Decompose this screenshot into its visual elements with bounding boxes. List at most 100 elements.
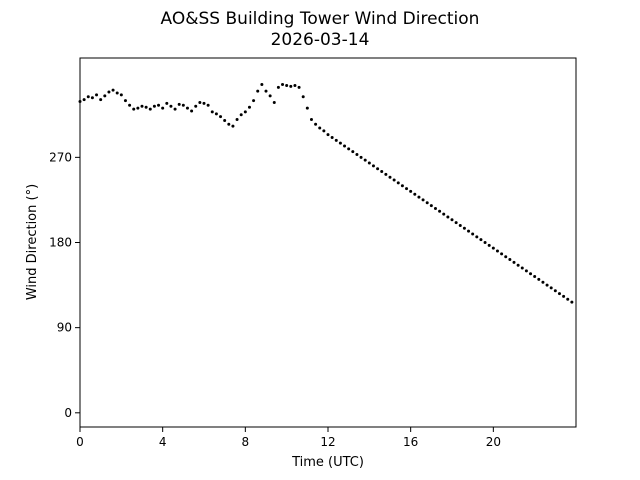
data-point — [355, 153, 359, 157]
x-tick-label: 20 — [486, 435, 501, 449]
data-point — [243, 110, 247, 114]
data-point — [128, 103, 132, 107]
data-point — [239, 113, 243, 117]
data-point — [297, 85, 301, 89]
data-point — [82, 98, 86, 102]
data-point — [231, 124, 235, 128]
x-tick-label: 12 — [320, 435, 335, 449]
data-point — [562, 294, 566, 298]
data-point — [421, 198, 425, 202]
data-point — [99, 98, 103, 102]
y-tick-label: 90 — [57, 321, 72, 335]
data-point — [119, 93, 123, 97]
data-point — [165, 101, 169, 105]
data-point — [161, 106, 165, 110]
data-point — [508, 258, 512, 262]
data-point — [314, 122, 318, 126]
data-point — [247, 105, 251, 109]
data-point — [157, 103, 161, 107]
data-point — [549, 286, 553, 290]
data-point — [529, 272, 533, 276]
data-point — [268, 94, 272, 98]
data-point — [363, 158, 367, 162]
data-point — [235, 118, 239, 121]
data-point — [152, 104, 156, 108]
data-point — [405, 187, 409, 191]
data-point — [281, 82, 285, 86]
data-point — [169, 104, 173, 108]
data-point — [322, 129, 326, 133]
y-tick-label: 270 — [49, 150, 72, 164]
data-point — [425, 201, 429, 205]
data-point — [107, 90, 111, 94]
data-point — [173, 107, 177, 111]
data-point — [570, 300, 574, 304]
y-tick-label: 0 — [64, 406, 72, 420]
data-point — [115, 91, 119, 95]
data-point — [557, 292, 561, 296]
data-point — [190, 109, 194, 113]
data-point — [458, 223, 462, 227]
data-point — [289, 84, 293, 88]
data-point — [504, 255, 508, 259]
data-point — [367, 161, 371, 165]
data-point — [227, 122, 231, 126]
data-point — [132, 107, 136, 111]
x-axis-label: Time (UTC) — [291, 455, 364, 470]
data-points — [78, 82, 574, 304]
data-point — [272, 100, 276, 104]
data-point — [516, 263, 520, 267]
data-point — [111, 88, 115, 92]
data-point — [467, 229, 471, 233]
data-point — [202, 101, 206, 105]
x-tick-label: 0 — [76, 435, 84, 449]
data-point — [252, 99, 256, 103]
data-point — [343, 144, 347, 148]
data-point — [181, 103, 185, 107]
data-point — [512, 260, 516, 264]
data-point — [330, 135, 334, 139]
data-point — [475, 235, 479, 239]
data-point — [318, 126, 322, 130]
y-tick-label: 180 — [49, 236, 72, 250]
data-point — [95, 93, 99, 97]
data-point — [338, 141, 342, 145]
data-point — [309, 118, 313, 121]
data-point — [305, 106, 309, 110]
data-point — [392, 178, 396, 182]
data-point — [500, 252, 504, 256]
data-point — [90, 96, 94, 100]
x-tick-label: 16 — [403, 435, 418, 449]
data-point — [177, 102, 181, 106]
data-point — [359, 155, 363, 159]
data-point — [223, 118, 227, 122]
data-point — [479, 238, 483, 242]
data-point — [210, 110, 214, 114]
x-tick-label: 4 — [159, 435, 167, 449]
data-point — [148, 107, 152, 111]
data-point — [442, 212, 446, 216]
x-axis-ticks: 0 4 8 12 16 20 — [76, 427, 501, 449]
data-point — [396, 181, 400, 185]
data-point — [214, 112, 218, 116]
data-point — [413, 192, 417, 196]
data-point — [376, 167, 380, 171]
data-point — [301, 95, 305, 99]
data-point — [380, 170, 384, 174]
data-point — [371, 164, 375, 168]
data-point — [198, 100, 202, 104]
data-point — [491, 246, 495, 250]
data-point — [384, 172, 388, 176]
data-point — [471, 232, 475, 236]
data-point — [194, 104, 198, 108]
chart-subtitle: 2026-03-14 — [271, 30, 370, 50]
data-point — [86, 95, 90, 99]
data-point — [487, 243, 491, 247]
x-tick-label: 8 — [242, 435, 250, 449]
data-point — [293, 83, 297, 87]
y-axis-label: Wind Direction (°) — [25, 184, 40, 300]
data-point — [103, 94, 107, 98]
data-point — [285, 83, 289, 87]
data-point — [417, 195, 421, 199]
